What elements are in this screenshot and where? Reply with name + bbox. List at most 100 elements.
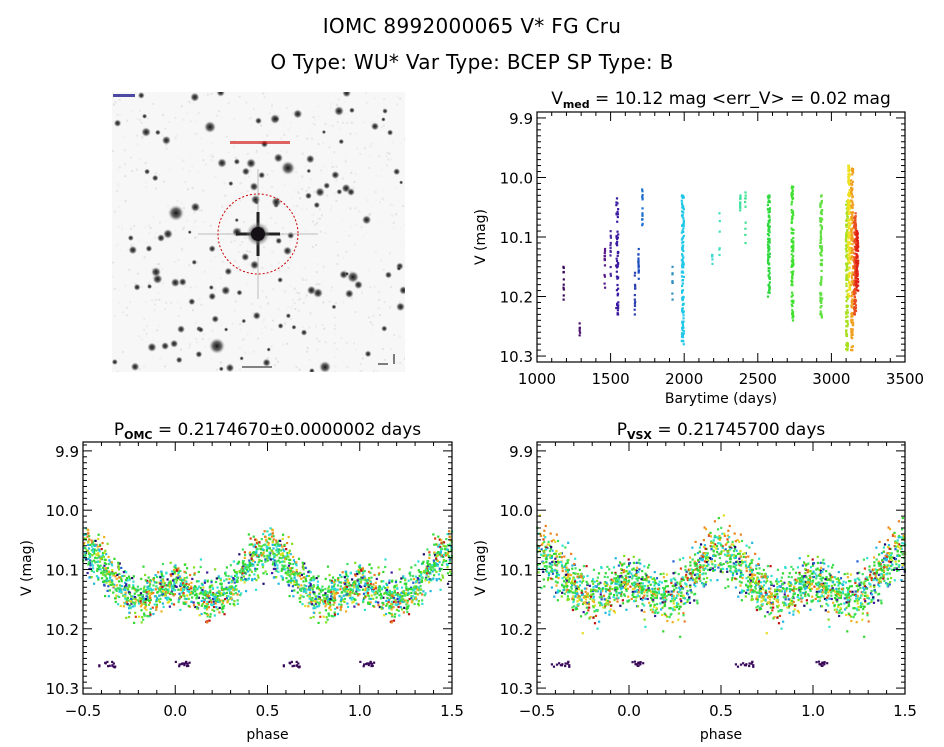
sky-noise <box>244 177 247 180</box>
sky-noise <box>259 321 262 324</box>
lightcurve-point <box>850 283 853 287</box>
y-tick-label: 10.1 <box>46 561 79 579</box>
lightcurve-point <box>819 203 822 207</box>
phase-point <box>444 548 447 551</box>
lightcurve-point <box>850 234 854 238</box>
sky-noise <box>187 347 190 350</box>
phase-point <box>374 587 377 590</box>
phase-point <box>366 582 369 585</box>
phase-point <box>188 661 191 664</box>
phase-point <box>438 553 442 556</box>
phase-point <box>327 590 330 593</box>
phase-point <box>439 588 442 591</box>
phase-point <box>104 558 107 562</box>
lightcurve-point <box>768 231 771 234</box>
sky-noise <box>266 93 269 96</box>
sky-noise <box>339 127 342 130</box>
phase-point <box>149 613 152 616</box>
phase-point <box>248 562 251 565</box>
phase-point <box>390 602 393 606</box>
lightcurve-point <box>738 201 742 204</box>
phase-point <box>417 604 421 607</box>
phase-point <box>346 581 350 584</box>
phase-point <box>287 535 290 539</box>
sky-noise <box>155 231 158 234</box>
sky-noise <box>342 256 345 259</box>
star <box>304 192 312 200</box>
phase-point <box>339 606 342 609</box>
lightcurve-point <box>578 326 581 329</box>
lightcurve-point <box>847 242 850 245</box>
phase-point <box>187 597 190 600</box>
phase-point <box>144 579 147 582</box>
lightcurve-point <box>615 197 619 200</box>
lightcurve-point <box>820 254 823 257</box>
phase-point <box>214 595 217 599</box>
phase-point <box>220 603 223 606</box>
sky-noise <box>262 318 265 321</box>
lightcurve-group <box>680 194 685 346</box>
sky-noise <box>336 263 339 266</box>
phase-point <box>388 589 392 593</box>
lightcurve-point <box>680 199 683 202</box>
sky-noise <box>131 243 134 246</box>
phase-point <box>233 581 236 584</box>
sky-noise <box>275 357 278 360</box>
phase-point <box>145 591 148 594</box>
sky-noise <box>164 308 167 311</box>
phase-point <box>179 608 182 612</box>
sky-noise <box>153 129 156 132</box>
phase-point <box>217 595 220 598</box>
sky-noise <box>259 349 262 352</box>
phase-point <box>164 593 167 596</box>
phase-point <box>378 585 381 588</box>
phase-point <box>312 578 315 582</box>
phase-point <box>415 580 418 584</box>
sky-noise <box>201 121 204 124</box>
lightcurve-point <box>768 281 771 284</box>
lightcurve-group <box>603 247 607 289</box>
sky-noise <box>194 286 197 289</box>
phase-point <box>290 589 294 592</box>
phase-point <box>435 579 438 582</box>
sky-noise <box>210 357 213 360</box>
sky-noise <box>380 169 383 172</box>
phase-point <box>390 591 394 594</box>
phase-point <box>229 564 232 567</box>
lightcurve-group <box>578 322 582 337</box>
sky-noise <box>125 195 128 198</box>
title-rest: = 10.12 mag <err_V> = 0.02 mag <box>590 89 891 109</box>
phase-point <box>597 572 601 575</box>
sky-noise <box>169 168 172 171</box>
phase-point <box>169 580 172 583</box>
sky-noise <box>376 115 379 118</box>
sky-noise <box>301 325 304 328</box>
sky-noise <box>143 328 146 331</box>
phase-point <box>87 532 90 535</box>
star <box>223 327 229 332</box>
star <box>384 271 393 279</box>
star <box>233 158 241 165</box>
sky-noise <box>242 260 245 263</box>
phase-point <box>324 592 327 595</box>
lightcurve-point <box>791 197 794 201</box>
lightcurve-group <box>738 194 742 212</box>
lightcurve-points <box>562 164 860 352</box>
star <box>386 129 394 136</box>
phase-point <box>161 593 165 596</box>
sky-noise <box>404 240 405 243</box>
phase-point <box>177 588 180 591</box>
sky-noise <box>333 342 336 345</box>
phase-point <box>266 559 269 562</box>
lightcurve-point <box>852 273 856 276</box>
phase-omc-panel: −0.5 0.0 0.5 1.0 1.59.910.010.110.210.3phase… <box>19 420 464 743</box>
sky-noise <box>334 324 337 327</box>
lightcurve-point <box>791 212 795 215</box>
sky-noise <box>126 119 129 122</box>
phase-point <box>384 591 387 594</box>
phase-point <box>377 604 380 607</box>
phase-point <box>92 570 95 573</box>
sky-noise <box>362 361 365 364</box>
phase-point <box>189 591 193 595</box>
lightcurve-point <box>609 274 613 277</box>
